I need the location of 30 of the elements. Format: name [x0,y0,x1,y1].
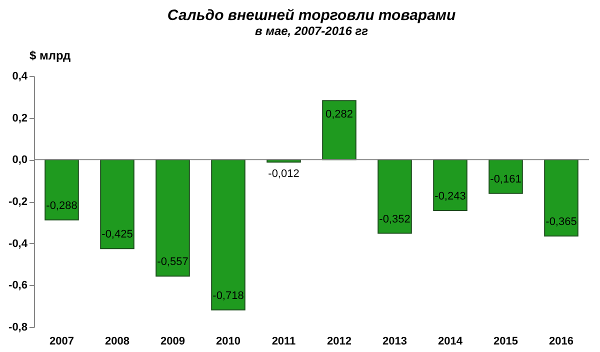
x-tick-label: 2015 [494,336,518,348]
data-label: -0,012 [268,168,300,180]
x-tick-label: 2016 [549,336,574,348]
y-tick-label: -0,8 [8,322,28,334]
data-label: -0,365 [546,216,577,228]
chart-title: Сальдо внешней торговли товарами [167,7,456,24]
data-label: -0,243 [434,190,466,202]
x-tick-label: 2008 [105,336,130,348]
x-tick-label: 2013 [382,336,407,348]
x-tick-label: 2011 [272,336,296,348]
chart-subtitle: в мае, 2007-2016 гг [254,24,369,38]
x-tick-label: 2009 [160,336,185,348]
y-tick-label: 0,4 [12,70,28,82]
data-label: 0,282 [325,108,354,121]
y-tick-label: -0,6 [8,280,28,292]
data-label: -0,718 [212,290,244,302]
x-tick-label: 2007 [50,336,74,348]
y-tick-label: 0,2 [12,112,28,124]
data-label: -0,161 [490,173,522,186]
data-label: -0,352 [379,213,410,226]
data-label: -0,425 [102,228,133,241]
x-tick-label: 2014 [438,336,464,348]
x-tick-label: 2012 [327,336,352,348]
data-label: -0,557 [157,256,188,268]
y-tick-label: -0,4 [8,238,28,250]
x-tick-label: 2010 [216,336,240,348]
y-axis-title: $ млрд [30,48,72,62]
data-label: -0,288 [46,200,78,212]
y-tick-label: 0,0 [12,154,28,166]
y-tick-label: -0,2 [8,196,28,208]
